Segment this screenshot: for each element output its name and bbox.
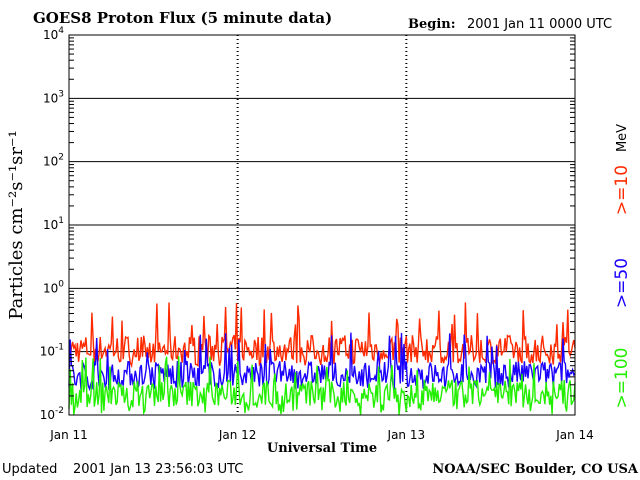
updated-value: 2001 Jan 13 23:56:03 UTC — [73, 462, 243, 477]
legend-series-100: >=100 — [612, 348, 632, 409]
y-tick-label: 100 — [43, 279, 64, 295]
y-tick-label: 10-1 — [40, 343, 64, 359]
begin-label: Begin: — [408, 17, 456, 32]
series-layer — [68, 302, 576, 416]
y-tick-label: 103 — [43, 89, 64, 105]
plot-frame — [68, 34, 576, 416]
y-axis-ticks: 10-2 10-1 100 101 102 103 104 — [40, 26, 575, 422]
y-tick-label: 101 — [43, 216, 64, 232]
credit-text: NOAA/SEC Boulder, CO USA — [432, 462, 639, 477]
y-tick-label: 102 — [43, 153, 64, 169]
updated-label: Updated — [2, 462, 57, 477]
x-axis-label: Universal Time — [267, 441, 377, 456]
series-line — [68, 332, 576, 392]
x-tick-label: Jan 11 — [49, 428, 88, 442]
series-line — [68, 302, 576, 369]
x-tick-label: Jan 12 — [218, 428, 257, 442]
y-tick-label: 104 — [43, 26, 64, 42]
y-tick-label: 10-2 — [40, 406, 64, 422]
legend-series-10: >=10 — [612, 165, 632, 215]
chart-title: GOES8 Proton Flux (5 minute data) — [33, 9, 332, 27]
x-axis-ticks: Jan 11 Jan 12 Jan 13 Jan 14 — [49, 428, 594, 442]
series-line — [68, 356, 576, 416]
x-tick-label: Jan 14 — [555, 428, 594, 442]
y-axis-label: Particles cm⁻²s⁻¹sr⁻¹ — [6, 130, 27, 319]
begin-value: 2001 Jan 11 0000 UTC — [467, 17, 612, 32]
x-tick-label: Jan 13 — [387, 428, 426, 442]
units-label: MeV — [615, 124, 630, 152]
legend-series-50: >=50 — [612, 258, 632, 308]
